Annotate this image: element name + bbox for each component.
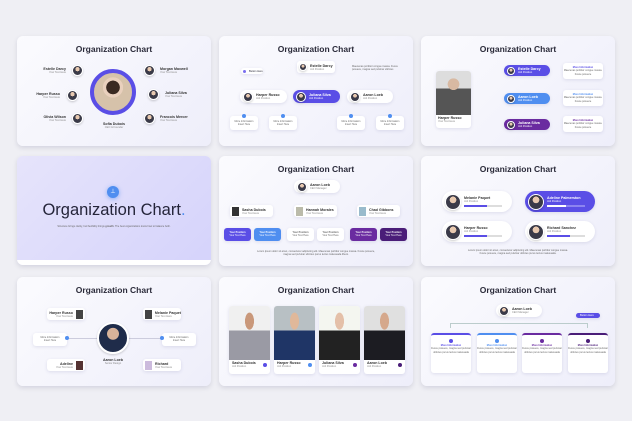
- slide-1[interactable]: Organization Chart Sofia Dubois CEO & Fou…: [17, 36, 211, 146]
- info-card: More Information Fusce posuere, magna sed…: [568, 333, 608, 373]
- info-card: More Information Insert Here: [162, 333, 196, 346]
- person-pill[interactable]: Juliana Silva Job Position: [504, 119, 550, 130]
- footer-text: Lorem ipsum dolor sit amet, consectetur …: [257, 250, 375, 257]
- info-card: More Information Insert Here: [230, 116, 258, 130]
- slide-5[interactable]: Organization Chart Aaron Loeb CEO Manager…: [219, 156, 413, 266]
- info-card: More Information Maecenas porttitor congu…: [563, 90, 603, 106]
- slide-title: Organization Chart: [479, 164, 557, 174]
- avatar: [148, 89, 159, 100]
- position-box: Your Position Your Text Here: [380, 228, 407, 241]
- button-here[interactable]: Button Here: [576, 313, 600, 318]
- avatar: [144, 113, 155, 124]
- person-card[interactable]: Richard Your Text Here: [143, 359, 181, 371]
- slide-title: Organization Chart: [75, 44, 153, 54]
- position-box: Your Position Your Text Here: [287, 228, 314, 241]
- person-pill-active[interactable]: Juliana Silva Job Position: [293, 90, 340, 103]
- info-card: More Information Insert Here: [269, 116, 297, 130]
- person-pill[interactable]: Richard Sanchez Job Position: [525, 221, 595, 242]
- slide-7[interactable]: Organization Chart Aaron Loeb Senior Desi…: [17, 277, 211, 386]
- person-card[interactable]: Hannah Morales Your Text Here: [294, 205, 337, 217]
- person-pill[interactable]: Aaron Loeb Job Position: [347, 90, 393, 103]
- slide-8[interactable]: Organization Chart Sasha Dubois Job Posit…: [219, 277, 413, 386]
- info-card: More Information Insert Here: [337, 116, 365, 130]
- info-card: More Information Maecenas porttitor congu…: [563, 63, 603, 79]
- portrait-photo: [436, 71, 471, 115]
- position-box: Your Position Your Text Here: [224, 228, 251, 241]
- position-box: Your Position Your Text Here: [350, 228, 377, 241]
- photo-card[interactable]: Harper Russo Job Position: [274, 306, 315, 374]
- person-pill[interactable]: Aaron Loeb Job Position: [504, 93, 550, 104]
- person-card[interactable]: Sasha Dubois Your Text Here: [230, 205, 273, 217]
- position-box: Your Position Your Text Here: [317, 228, 344, 241]
- slide-3[interactable]: Organization Chart Harper Russo Your Text…: [421, 36, 615, 146]
- slide-2[interactable]: Organization Chart Button Here Estelle D…: [219, 36, 413, 146]
- slide-6[interactable]: Organization Chart Melanie Paquet Job Pos…: [421, 156, 615, 266]
- person-card[interactable]: Harper Russo Your Text Here: [47, 308, 85, 320]
- info-card: More Information Maecenas porttitor congu…: [563, 116, 603, 132]
- slide-title: Organization Chart: [479, 285, 557, 295]
- info-card: More Information Insert Here: [376, 116, 404, 130]
- top-person-card[interactable]: Estelle Darcy Job Position: [297, 61, 335, 73]
- slide-title: Organization Chart: [75, 285, 153, 295]
- org-chart-icon: ⊥: [107, 186, 119, 198]
- center-photo-ring: [90, 69, 136, 115]
- slide-title: Organization Chart: [277, 285, 355, 295]
- slide-9[interactable]: Organization Chart Aaron Loeb CEO Manager…: [421, 277, 615, 386]
- info-card: More Information Insert Here: [33, 333, 67, 346]
- person-card[interactable]: Chad Gibbons Your Text Here: [357, 205, 400, 217]
- person-pill[interactable]: Estelle Darcy Job Position: [504, 65, 550, 76]
- progress-bar: [464, 205, 502, 207]
- center-photo: [97, 322, 129, 354]
- photo-card[interactable]: Juliana Silva Job Position: [319, 306, 360, 374]
- button-here[interactable]: Button Here: [241, 68, 263, 74]
- top-person-pill[interactable]: Aaron Loeb CEO Manager: [294, 180, 340, 193]
- note: Maecenas porttitor congue massa. Fusce p…: [352, 65, 398, 72]
- progress-bar: [547, 205, 585, 207]
- person-card[interactable]: Adeline Your Text Here: [47, 359, 85, 371]
- person-pill-active[interactable]: Adeline Palmerston Job Position: [525, 191, 595, 212]
- progress-bar: [547, 235, 585, 237]
- progress-bar: [464, 235, 502, 237]
- slide-title: Organization Chart: [277, 44, 355, 54]
- slide-title: Organization Chart: [277, 164, 355, 174]
- person-pill[interactable]: Harper Russo Job Position: [442, 221, 512, 242]
- avatar: [67, 90, 78, 101]
- cover-title: Organization Chart: [42, 201, 181, 219]
- photo-card[interactable]: Aaron Loeb Job Position: [364, 306, 405, 374]
- footer-text: Lorem ipsum dolor sit amet, consectetur …: [468, 249, 568, 256]
- photo-card[interactable]: Sasha Dubois Job Position: [229, 306, 270, 374]
- tagline: Structure brings clarity, but flexibilit…: [57, 225, 171, 228]
- top-person-pill[interactable]: Aaron Loeb CEO Manager: [496, 304, 542, 317]
- avatar: [72, 65, 83, 76]
- avatar: [72, 113, 83, 124]
- person-pill[interactable]: Melanie Paquet Job Position: [442, 191, 512, 212]
- slide-title: Organization Chart: [479, 44, 557, 54]
- person-pill[interactable]: Harper Russo Job Position: [240, 90, 287, 103]
- avatar: [144, 65, 155, 76]
- person-card[interactable]: Melanie Paquet Your Text Here: [143, 308, 181, 320]
- slide-4-cover[interactable]: ⊥ Organization Chart. Structure brings c…: [17, 156, 211, 265]
- photo-card[interactable]: Harper Russo Your Text Here: [436, 71, 471, 128]
- position-box: Your Position Your Text Here: [254, 228, 281, 241]
